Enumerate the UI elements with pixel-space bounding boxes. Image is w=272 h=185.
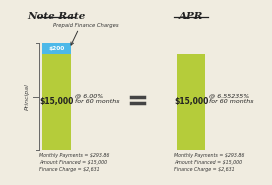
Text: Principal: Principal xyxy=(25,83,30,110)
Text: $15,000: $15,000 xyxy=(174,97,208,106)
Text: $15,000: $15,000 xyxy=(39,97,74,106)
Bar xyxy=(42,54,71,150)
Text: Monthly Payments = $293.86
Amount Financed = $15,000
Finance Charge = $2,631: Monthly Payments = $293.86 Amount Financ… xyxy=(39,153,110,172)
Text: APR: APR xyxy=(179,12,203,21)
Text: Monthly Payments = $293.86
Amount Financed = $15,000
Finance Charge = $2,631: Monthly Payments = $293.86 Amount Financ… xyxy=(174,153,245,172)
Bar xyxy=(42,43,71,54)
Bar xyxy=(177,54,205,150)
Text: Note Rate: Note Rate xyxy=(27,12,86,21)
Text: @ 6.55235%
for 60 months: @ 6.55235% for 60 months xyxy=(209,94,254,104)
Text: Prepaid Finance Charges: Prepaid Finance Charges xyxy=(53,23,119,28)
Text: $200: $200 xyxy=(48,46,64,51)
Text: @ 6.00%
for 60 months: @ 6.00% for 60 months xyxy=(75,94,119,104)
